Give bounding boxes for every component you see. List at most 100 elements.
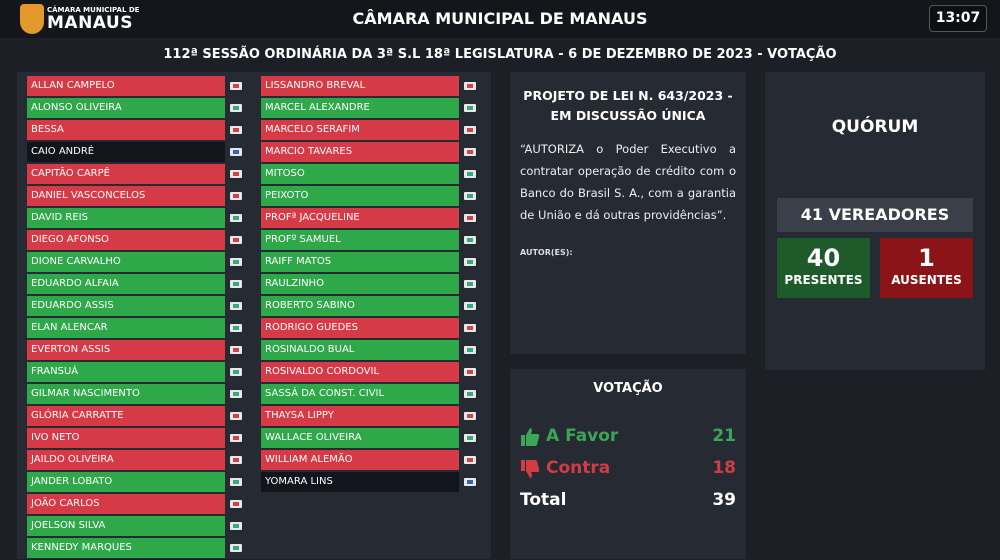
page-title: CÂMARA MUNICIPAL DE MANAUS	[352, 9, 648, 28]
councilor-name: ELAN ALENCAR	[27, 318, 225, 338]
party-flag-icon	[464, 258, 476, 266]
councilor-name: DIEGO AFONSO	[27, 230, 225, 250]
bill-description: “AUTORIZA o Poder Executivo a contratar …	[520, 142, 736, 222]
councilor-row: YOMARA LINS	[261, 472, 491, 492]
councilor-row: SASSÁ DA CONST. CIVIL	[261, 384, 491, 404]
party-flag-icon	[464, 324, 476, 332]
councilor-name: ROBERTO SABINO	[261, 296, 459, 316]
councilor-name: MITOSO	[261, 164, 459, 184]
bill-author-label: AUTOR(ES):	[520, 248, 573, 257]
councilor-name: EVERTON ASSIS	[27, 340, 225, 360]
party-flag-icon	[464, 434, 476, 442]
party-flag-icon	[230, 456, 242, 464]
party-flag-icon	[230, 170, 242, 178]
party-flag-icon	[230, 346, 242, 354]
councilor-list-panel: ALLAN CAMPELO ALONSO OLIVEIRA BESSA CAIO AN…	[17, 72, 491, 559]
absent-label: AUSENTES	[891, 273, 962, 287]
bill-title: PROJETO DE LEI N. 643/2023 - EM DISCUSSÃ…	[510, 86, 746, 126]
councilor-row: DANIEL VASCONCELOS	[27, 186, 257, 206]
party-flag-icon	[230, 302, 242, 310]
councilor-row: ROBERTO SABINO	[261, 296, 491, 316]
councilor-row: ROSIVALDO CORDOVIL	[261, 362, 491, 382]
party-flag-icon	[230, 390, 242, 398]
councilor-row: CAIO ANDRÉ	[27, 142, 257, 162]
councilor-name: PROFº SAMUEL	[261, 230, 459, 250]
councilor-row: MARCELO SERAFIM	[261, 120, 491, 140]
party-flag-icon	[464, 192, 476, 200]
councilor-row: JANDER LOBATO	[27, 472, 257, 492]
councilor-row: EDUARDO ALFAIA	[27, 274, 257, 294]
party-flag-icon	[464, 346, 476, 354]
councilor-row: PEIXOTO	[261, 186, 491, 206]
councilor-name: DAVID REIS	[27, 208, 225, 228]
councilor-row: THAYSA LIPPY	[261, 406, 491, 426]
party-flag-icon	[230, 82, 242, 90]
session-title: 112ª SESSÃO ORDINÁRIA DA 3ª S.L 18ª LEGI…	[163, 47, 837, 62]
councilor-name: RAULZINHO	[261, 274, 459, 294]
thumbs-down-icon	[521, 460, 540, 478]
party-flag-icon	[230, 434, 242, 442]
councilor-name: KENNEDY MARQUES	[27, 538, 225, 558]
councilor-name: ROSINALDO BUAL	[261, 340, 459, 360]
logo-big-text: MANAUS	[47, 13, 133, 33]
councilor-name: MARCIO TAVARES	[261, 142, 459, 162]
councilor-row: DAVID REIS	[27, 208, 257, 228]
councilor-name: BESSA	[27, 120, 225, 140]
bill-title-line2: EM DISCUSSÃO ÚNICA	[550, 108, 706, 123]
councilor-row: MITOSO	[261, 164, 491, 184]
councilor-column-left: ALLAN CAMPELO ALONSO OLIVEIRA BESSA CAIO AN…	[27, 76, 257, 560]
vote-contra-row: Contra 18	[520, 457, 736, 481]
logo-small-text: CÂMARA MUNICIPAL DE	[47, 6, 140, 14]
councilor-name: WALLACE OLIVEIRA	[261, 428, 459, 448]
party-flag-icon	[230, 368, 242, 376]
vote-total-label: Total	[520, 490, 567, 510]
councilor-row: DIEGO AFONSO	[27, 230, 257, 250]
vote-total-row: Total 39	[520, 489, 736, 513]
councilor-row: JAILDO OLIVEIRA	[27, 450, 257, 470]
councilor-row: JOELSON SILVA	[27, 516, 257, 536]
councilor-name: JOELSON SILVA	[27, 516, 225, 536]
councilor-row: LISSANDRO BREVAL	[261, 76, 491, 96]
party-flag-icon	[464, 478, 476, 486]
councilor-row: ALLAN CAMPELO	[27, 76, 257, 96]
present-box: 40 PRESENTES	[777, 238, 870, 298]
councilor-row: PROFº SAMUEL	[261, 230, 491, 250]
councilor-row: WALLACE OLIVEIRA	[261, 428, 491, 448]
councilor-row: GILMAR NASCIMENTO	[27, 384, 257, 404]
councilor-row: EVERTON ASSIS	[27, 340, 257, 360]
party-flag-icon	[230, 236, 242, 244]
absent-count: 1	[918, 244, 935, 272]
party-flag-icon	[230, 126, 242, 134]
clock: 13:07	[929, 5, 987, 32]
councilor-name: LISSANDRO BREVAL	[261, 76, 459, 96]
councilor-row: PROFª JACQUELINE	[261, 208, 491, 228]
councilor-row: GLÓRIA CARRATTE	[27, 406, 257, 426]
party-flag-icon	[230, 148, 242, 156]
top-bar: CÂMARA MUNICIPAL DE MANAUS CÂMARA MUNICI…	[0, 0, 1000, 38]
councilor-row: KENNEDY MARQUES	[27, 538, 257, 558]
councilor-name: ROSIVALDO CORDOVIL	[261, 362, 459, 382]
party-flag-icon	[464, 236, 476, 244]
councilor-row: JOÃO CARLOS	[27, 494, 257, 514]
party-flag-icon	[464, 280, 476, 288]
councilor-name: CAIO ANDRÉ	[27, 142, 225, 162]
councilor-row: RAIFF MATOS	[261, 252, 491, 272]
councilor-row: RAULZINHO	[261, 274, 491, 294]
vote-contra-label: Contra	[546, 458, 611, 478]
councilor-name: SASSÁ DA CONST. CIVIL	[261, 384, 459, 404]
councilor-row: MARCEL ALEXANDRE	[261, 98, 491, 118]
party-flag-icon	[230, 324, 242, 332]
councilor-name: YOMARA LINS	[261, 472, 459, 492]
councilor-name: GLÓRIA CARRATTE	[27, 406, 225, 426]
councilor-row: IVO NETO	[27, 428, 257, 448]
party-flag-icon	[230, 500, 242, 508]
councilor-row: WILLIAM ALEMÃO	[261, 450, 491, 470]
councilor-name: RAIFF MATOS	[261, 252, 459, 272]
vote-favor-row: A Favor 21	[520, 425, 736, 449]
councilor-name: JANDER LOBATO	[27, 472, 225, 492]
party-flag-icon	[464, 214, 476, 222]
councilor-row: ELAN ALENCAR	[27, 318, 257, 338]
emblem-icon	[20, 4, 44, 34]
party-flag-icon	[230, 104, 242, 112]
present-label: PRESENTES	[784, 273, 863, 287]
